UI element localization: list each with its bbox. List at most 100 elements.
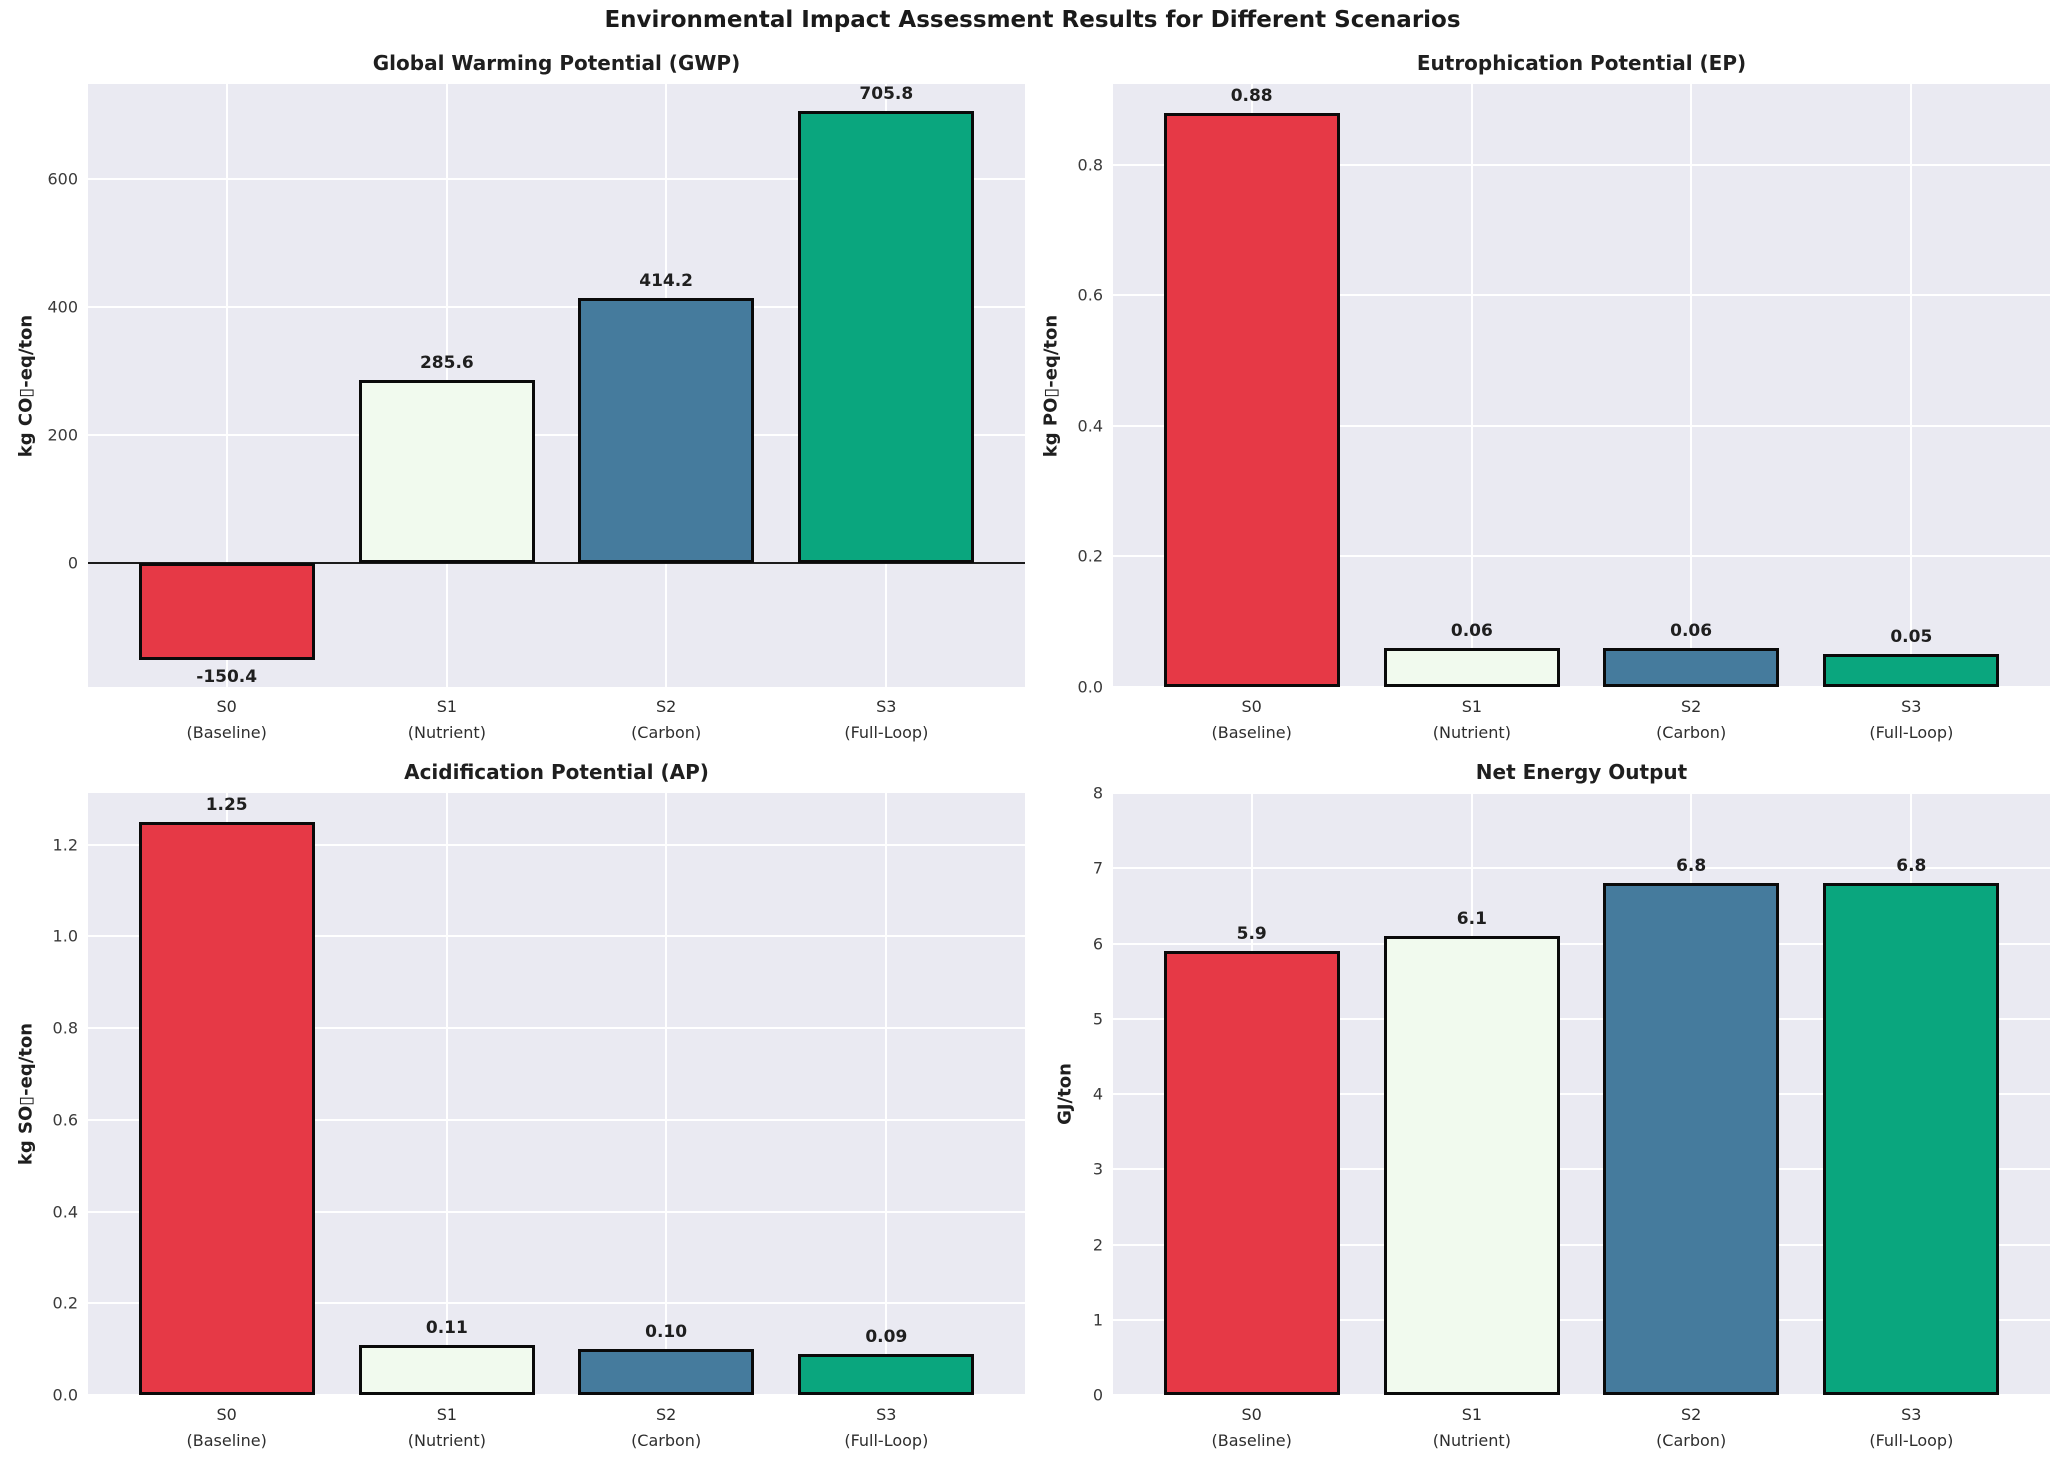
axes-ep: Eutrophication Potential (EP) kg PO▯-eq/… [1041, 51, 2050, 742]
plot-area-ap: 0.0 0.2 0.4 0.6 0.8 1.0 1.2 1.25 S0 (Baseline) 0.… [53, 793, 1025, 1450]
y-tick-label: 0.8 [52, 1018, 78, 1038]
bar-value-label: 414.2 [639, 271, 694, 292]
x-tick-label: S3 (Full-Loop) [844, 1405, 929, 1450]
bar [358, 1344, 535, 1395]
bar-value-label: 0.11 [425, 1317, 468, 1338]
y-tick-label: 2 [1092, 1235, 1103, 1254]
x-tick-label: S1 (Nutrient) [1432, 697, 1511, 742]
plot-area-ep: 0.0 0.2 0.4 0.6 0.8 0.88 S0 (Baseline) 0.06 S1 (… [1078, 84, 2050, 742]
bar [578, 1349, 755, 1395]
bar-value-label: 705.8 [859, 84, 914, 105]
bar [1163, 112, 1340, 687]
horizontal-gridline [1113, 1093, 2050, 1095]
zero-line [88, 562, 1025, 565]
bar [1823, 654, 2000, 687]
y-tick-label: 400 [47, 297, 78, 317]
vertical-gridline [225, 84, 228, 687]
y-tick-label: 3 [1092, 1159, 1103, 1179]
x-tick-label: S3 (Full-Loop) [844, 697, 929, 742]
y-tick-label: 0 [67, 553, 78, 573]
x-tick-label: S0 (Baseline) [1211, 697, 1292, 742]
y-tick-label: 0.8 [1077, 155, 1103, 175]
y-tick-label: 0.2 [1077, 546, 1103, 566]
y-tick-label: 7 [1092, 858, 1103, 878]
horizontal-gridline [1113, 867, 2050, 870]
bar-value-label: 0.05 [1890, 627, 1933, 648]
horizontal-gridline [1113, 424, 2050, 427]
y-tick-label: 600 [47, 169, 78, 189]
y-tick-label: 0.2 [52, 1293, 78, 1313]
x-tick-label: S3 (Full-Loop) [1869, 1405, 1954, 1450]
y-axis-label-gwp: kg CO▯-eq/ton [15, 314, 37, 457]
x-tick-label: S2 (Carbon) [631, 697, 702, 742]
vertical-gridline [1910, 84, 1913, 687]
horizontal-gridline [88, 1394, 1025, 1396]
horizontal-gridline [88, 843, 1025, 846]
y-tick-label: 6 [1092, 934, 1103, 953]
horizontal-gridline [88, 1302, 1025, 1305]
x-tick-label: S1 (Nutrient) [407, 1405, 486, 1450]
horizontal-gridline [1113, 686, 2050, 688]
y-tick-label: 0.6 [52, 1110, 78, 1130]
y-tick-label: 1.2 [52, 835, 78, 855]
y-axis-label-net-energy: GJ/ton [1054, 1063, 1076, 1125]
y-tick-label: 200 [47, 425, 78, 445]
y-tick-label: 1 [1092, 1310, 1103, 1330]
bar [1163, 951, 1340, 1395]
bar [798, 1353, 975, 1395]
x-tick-label: S2 (Carbon) [1656, 697, 1727, 742]
y-tick-label: 0.0 [1077, 677, 1103, 697]
horizontal-gridline [1113, 294, 2050, 297]
horizontal-gridline [1113, 163, 2050, 166]
x-tick-label: S1 (Nutrient) [407, 697, 486, 742]
y-tick-label: 0.4 [1077, 416, 1103, 436]
horizontal-gridline [1113, 1017, 2050, 1020]
bar [578, 298, 755, 564]
horizontal-gridline [1113, 792, 2050, 794]
bar-value-label: 285.6 [419, 353, 474, 374]
horizontal-gridline [1113, 1394, 2050, 1396]
bar-value-label: 5.9 [1236, 924, 1267, 945]
horizontal-gridline [88, 178, 1025, 181]
horizontal-gridline [1113, 1243, 2050, 1246]
bar-value-label: 1.25 [205, 794, 248, 815]
axes-gwp: Global Warming Potential (GWP) kg CO▯-eq… [16, 51, 1025, 742]
chart-title-gwp: Global Warming Potential (GWP) [372, 51, 741, 75]
bar-value-label: 0.10 [645, 1322, 688, 1343]
horizontal-gridline [88, 434, 1025, 437]
horizontal-gridline [1113, 1168, 2050, 1171]
y-tick-label: 8 [1092, 783, 1103, 803]
x-tick-label: S1 (Nutrient) [1432, 1405, 1511, 1450]
horizontal-gridline [1113, 1318, 2050, 1321]
x-tick-label: S3 (Full-Loop) [1869, 697, 1954, 742]
y-tick-label: 5 [1092, 1009, 1103, 1029]
chart-title-ap: Acidification Potential (AP) [404, 760, 709, 784]
vertical-gridline [665, 793, 668, 1395]
vertical-gridline [1690, 84, 1693, 687]
axes-ap: Acidification Potential (AP) kg SO▯-eq/t… [16, 760, 1025, 1450]
bar [138, 563, 315, 660]
bar [358, 380, 535, 564]
vertical-gridline [1470, 84, 1473, 687]
bar-value-label: 0.09 [865, 1326, 908, 1347]
horizontal-gridline [88, 1027, 1025, 1030]
bar-value-label: 0.06 [1450, 620, 1493, 641]
bar-value-label: 0.06 [1670, 620, 1713, 641]
y-tick-label: 0 [1092, 1385, 1103, 1405]
y-axis-label-ep: kg PO▯-eq/ton [1040, 314, 1062, 457]
y-tick-label: 4 [1092, 1084, 1103, 1104]
y-tick-label: 0.0 [52, 1385, 78, 1405]
x-tick-label: S2 (Carbon) [1656, 1405, 1727, 1450]
chart-title-ep: Eutrophication Potential (EP) [1416, 51, 1747, 75]
x-tick-label: S0 (Baseline) [1211, 1405, 1292, 1450]
figure-title: Environmental Impact Assessment Results … [604, 7, 1461, 33]
bar-value-label: 6.1 [1456, 908, 1487, 929]
vertical-gridline [885, 793, 888, 1395]
y-tick-label: 1.0 [52, 926, 78, 946]
horizontal-gridline [88, 306, 1025, 309]
bar [1823, 883, 2000, 1395]
chart-title-net-energy: Net Energy Output [1475, 760, 1688, 784]
bar [1383, 647, 1560, 687]
horizontal-gridline [1113, 942, 2050, 945]
bar [138, 821, 315, 1395]
